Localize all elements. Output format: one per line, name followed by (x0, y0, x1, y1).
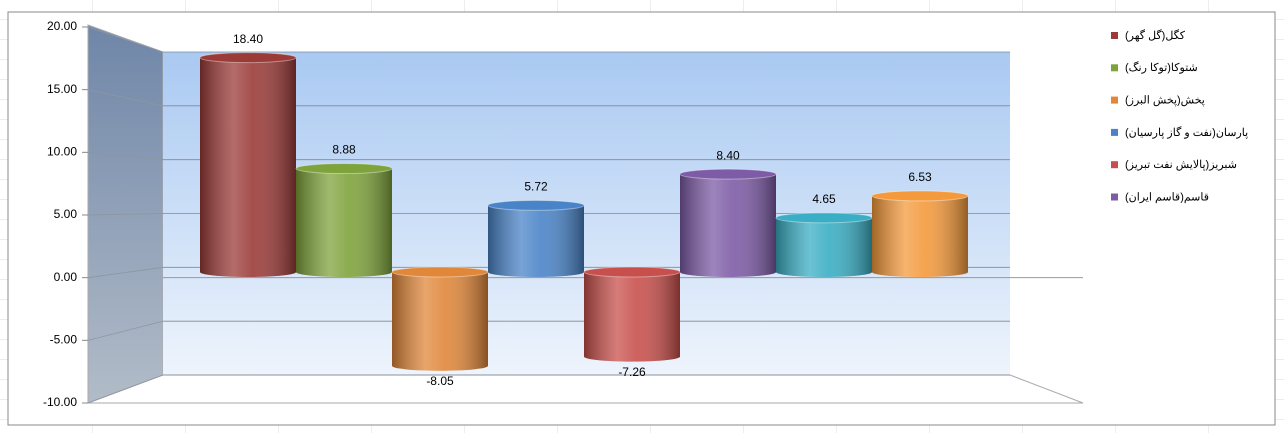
bar-top (295, 163, 393, 175)
bar-shade (680, 174, 776, 272)
legend-label: شبریز(پالایش نفت تبریز) (1125, 159, 1237, 171)
bar-top (583, 266, 681, 278)
grid-line (87, 151, 164, 161)
bar-shade (776, 217, 872, 272)
grid-line (87, 266, 164, 279)
y-tick-label: -5.00 (50, 333, 78, 347)
y-tick-label: 10.00 (47, 145, 77, 159)
legend-swatch (1111, 128, 1118, 136)
legend-label: پارسان(نفت و گاز پارسیان) (1125, 126, 1248, 139)
value-label: 8.88 (332, 143, 356, 157)
legend-swatch (1111, 64, 1118, 72)
value-label: 6.53 (908, 170, 932, 184)
y-tick-label: -10.00 (43, 395, 77, 409)
value-label: -7.26 (618, 365, 646, 379)
bar-top (487, 199, 585, 211)
value-label: 4.65 (812, 192, 836, 206)
bar-shade (584, 272, 680, 357)
y-tick-label: 5.00 (54, 207, 78, 221)
grid-line (87, 89, 164, 107)
value-label: 5.72 (524, 180, 548, 194)
bar-shade (872, 195, 968, 272)
bar-shade (296, 168, 392, 272)
value-label: 18.40 (233, 32, 263, 46)
legend-label: کگل(گل گهر) (1125, 29, 1186, 42)
y-tick-label: 0.00 (54, 270, 78, 284)
value-label: -8.05 (426, 374, 454, 388)
bar-top (679, 168, 777, 180)
legend-swatch (1111, 96, 1118, 104)
legend-swatch (1111, 32, 1118, 39)
y-tick-label: 20.00 (47, 19, 77, 33)
bar-shade (488, 205, 584, 272)
legend-label: قاسم(قاسم ایران) (1125, 191, 1209, 203)
bar-top (775, 212, 873, 224)
legend-label: پخش(پخش البرز) (1125, 95, 1205, 107)
legend-swatch (1111, 161, 1118, 169)
y-tick-label: 15.00 (47, 82, 77, 96)
bar-top (871, 190, 969, 202)
floor (87, 374, 1084, 404)
plot: -10.00 -5.00 0.00 5.00 10.00 15.00 20.00 18.40 8… (43, 19, 1248, 409)
grid-line (87, 26, 164, 53)
bar-top (391, 266, 489, 278)
bar-top (199, 52, 297, 64)
grid-line (87, 320, 164, 341)
grid-line (87, 374, 164, 404)
grid-line (87, 213, 164, 216)
legend-label: شتوکا(توکا رنگ) (1125, 61, 1198, 74)
bar-shade (200, 57, 296, 272)
value-label: 8.40 (716, 148, 740, 162)
bar-shade (392, 272, 488, 366)
legend-swatch (1111, 193, 1118, 201)
